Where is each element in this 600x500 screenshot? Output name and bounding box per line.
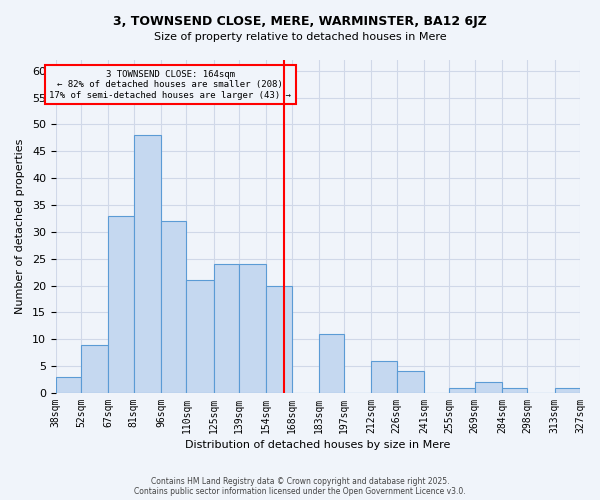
Bar: [214, 264, 239, 393]
Bar: [502, 388, 527, 393]
Bar: [109, 216, 134, 393]
Text: Contains HM Land Registry data © Crown copyright and database right 2025.: Contains HM Land Registry data © Crown c…: [151, 477, 449, 486]
Bar: [397, 372, 424, 393]
Bar: [239, 264, 266, 393]
Text: Contains public sector information licensed under the Open Government Licence v3: Contains public sector information licen…: [134, 487, 466, 496]
Bar: [134, 135, 161, 393]
Y-axis label: Number of detached properties: Number of detached properties: [15, 139, 25, 314]
Bar: [449, 388, 475, 393]
Bar: [187, 280, 214, 393]
Text: 3 TOWNSEND CLOSE: 164sqm
← 82% of detached houses are smaller (208)
17% of semi-: 3 TOWNSEND CLOSE: 164sqm ← 82% of detach…: [49, 70, 291, 100]
Bar: [319, 334, 344, 393]
X-axis label: Distribution of detached houses by size in Mere: Distribution of detached houses by size …: [185, 440, 451, 450]
Bar: [266, 286, 292, 393]
Bar: [56, 377, 81, 393]
Bar: [554, 388, 580, 393]
Bar: [475, 382, 502, 393]
Bar: [161, 221, 187, 393]
Bar: [81, 344, 109, 393]
Text: Size of property relative to detached houses in Mere: Size of property relative to detached ho…: [154, 32, 446, 42]
Bar: [371, 360, 397, 393]
Text: 3, TOWNSEND CLOSE, MERE, WARMINSTER, BA12 6JZ: 3, TOWNSEND CLOSE, MERE, WARMINSTER, BA1…: [113, 15, 487, 28]
